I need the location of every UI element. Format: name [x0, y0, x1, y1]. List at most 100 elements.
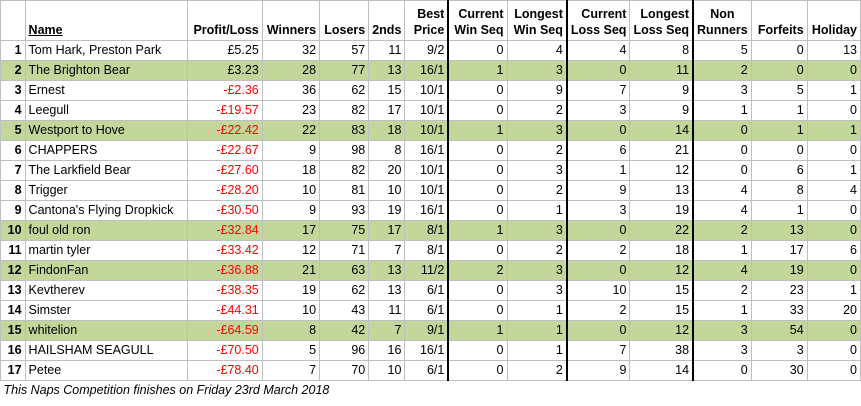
- header-profit-loss: Profit/Loss: [187, 0, 263, 41]
- table-row: 16 HAILSHAM SEAGULL -£70.50 5 96 16 16/1 0 1 7 38 3…: [0, 340, 861, 361]
- cell-losers: 82: [319, 100, 370, 121]
- cell-current-win-seq: 0: [447, 160, 508, 181]
- cell-rank: 5: [0, 120, 26, 141]
- cell-winners: 8: [261, 320, 321, 341]
- cell-longest-loss-seq: 13: [629, 180, 695, 201]
- cell-holiday: 0: [806, 340, 861, 361]
- header-current-loss-seq-line1: Current: [581, 7, 627, 21]
- header-row: Name Profit/Loss Winners Losers 2nds Bes…: [0, 0, 861, 41]
- cell-forfeits: 8: [750, 180, 808, 201]
- cell-profit-loss: -£22.42: [187, 120, 263, 141]
- footer-note: This Naps Competition finishes on Friday…: [0, 380, 861, 400]
- cell-winners: 18: [261, 160, 321, 181]
- cell-forfeits: 17: [750, 240, 808, 261]
- header-current-win-seq-line2: Win Seq: [454, 23, 504, 37]
- cell-longest-loss-seq: 11: [629, 60, 695, 81]
- cell-non-runners: 3: [692, 80, 752, 101]
- cell-forfeits: 30: [750, 360, 808, 381]
- table-row: 6 CHAPPERS -£22.67 9 98 8 16/1 0 2 6 21 0 0 0: [0, 140, 861, 161]
- cell-holiday: 0: [806, 200, 861, 221]
- cell-non-runners: 4: [692, 260, 752, 281]
- cell-profit-loss: -£38.35: [187, 280, 263, 301]
- cell-non-runners: 3: [692, 320, 752, 341]
- cell-losers: 81: [319, 180, 370, 201]
- cell-name: Westport to Hove: [24, 120, 189, 141]
- cell-winners: 9: [261, 140, 321, 161]
- cell-best-price: 9/2: [404, 40, 449, 61]
- cell-losers: 63: [319, 260, 370, 281]
- cell-losers: 43: [319, 300, 370, 321]
- cell-forfeits: 1: [750, 100, 808, 121]
- cell-rank: 11: [0, 240, 26, 261]
- cell-name: Cantona's Flying Dropkick: [24, 200, 189, 221]
- cell-holiday: 4: [806, 180, 861, 201]
- cell-winners: 12: [261, 240, 321, 261]
- cell-best-price: 6/1: [404, 280, 449, 301]
- cell-holiday: 20: [806, 300, 861, 321]
- cell-name: FindonFan: [24, 260, 189, 281]
- cell-name: Simster: [24, 300, 189, 321]
- table-row: 14 Simster -£44.31 10 43 11 6/1 0 1 2 15 1 33 20: [0, 300, 861, 321]
- cell-rank: 7: [0, 160, 26, 181]
- cell-losers: 82: [319, 160, 370, 181]
- cell-profit-loss: -£33.42: [187, 240, 263, 261]
- cell-losers: 42: [319, 320, 370, 341]
- cell-forfeits: 0: [750, 140, 808, 161]
- cell-longest-loss-seq: 14: [629, 360, 695, 381]
- cell-non-runners: 4: [692, 200, 752, 221]
- cell-holiday: 0: [806, 100, 861, 121]
- cell-holiday: 1: [806, 280, 861, 301]
- cell-non-runners: 3: [692, 340, 752, 361]
- cell-longest-win-seq: 2: [506, 240, 568, 261]
- cell-current-win-seq: 1: [447, 320, 508, 341]
- header-best-price-line2: Price: [413, 23, 445, 37]
- cell-rank: 10: [0, 220, 26, 241]
- cell-current-loss-seq: 7: [566, 340, 631, 361]
- cell-name: Trigger: [24, 180, 189, 201]
- cell-losers: 98: [319, 140, 370, 161]
- cell-non-runners: 0: [692, 120, 752, 141]
- header-rank: [0, 0, 26, 41]
- cell-holiday: 0: [806, 360, 861, 381]
- cell-losers: 96: [319, 340, 370, 361]
- cell-profit-loss: -£36.88: [187, 260, 263, 281]
- cell-losers: 71: [319, 240, 370, 261]
- cell-winners: 28: [261, 60, 321, 81]
- cell-longest-loss-seq: 18: [629, 240, 695, 261]
- cell-current-win-seq: 0: [447, 360, 508, 381]
- cell-longest-loss-seq: 12: [629, 160, 695, 181]
- cell-non-runners: 1: [692, 300, 752, 321]
- cell-current-win-seq: 1: [447, 60, 508, 81]
- cell-longest-win-seq: 1: [506, 320, 568, 341]
- cell-longest-loss-seq: 15: [629, 280, 695, 301]
- cell-current-win-seq: 0: [447, 200, 508, 221]
- header-losers: Losers: [319, 0, 370, 41]
- cell-seconds: 10: [368, 180, 406, 201]
- table-row: 12 FindonFan -£36.88 21 63 13 11/2 2 3 0 12 4 19 0: [0, 260, 861, 281]
- cell-best-price: 10/1: [404, 100, 449, 121]
- cell-name: martin tyler: [24, 240, 189, 261]
- cell-seconds: 11: [368, 40, 406, 61]
- cell-non-runners: 2: [692, 280, 752, 301]
- header-seconds: 2nds: [368, 0, 406, 41]
- cell-name: The Larkfield Bear: [24, 160, 189, 181]
- cell-rank: 14: [0, 300, 26, 321]
- cell-profit-loss: -£78.40: [187, 360, 263, 381]
- cell-longest-win-seq: 1: [506, 340, 568, 361]
- cell-current-win-seq: 0: [447, 280, 508, 301]
- header-longest-win-seq-line2: Win Seq: [513, 23, 563, 37]
- cell-holiday: 0: [806, 140, 861, 161]
- cell-holiday: 0: [806, 320, 861, 341]
- cell-forfeits: 54: [750, 320, 808, 341]
- cell-seconds: 19: [368, 200, 406, 221]
- cell-seconds: 13: [368, 280, 406, 301]
- cell-rank: 8: [0, 180, 26, 201]
- cell-seconds: 20: [368, 160, 406, 181]
- cell-longest-loss-seq: 8: [629, 40, 695, 61]
- cell-non-runners: 1: [692, 240, 752, 261]
- header-non-runners-line2: Runners: [697, 23, 748, 37]
- cell-rank: 6: [0, 140, 26, 161]
- table-row: 15 whitelion -£64.59 8 42 7 9/1 1 1 0 12 3 54 0: [0, 320, 861, 341]
- cell-rank: 15: [0, 320, 26, 341]
- table-row: 4 Leegull -£19.57 23 82 17 10/1 0 2 3 9 1 1 0: [0, 100, 861, 121]
